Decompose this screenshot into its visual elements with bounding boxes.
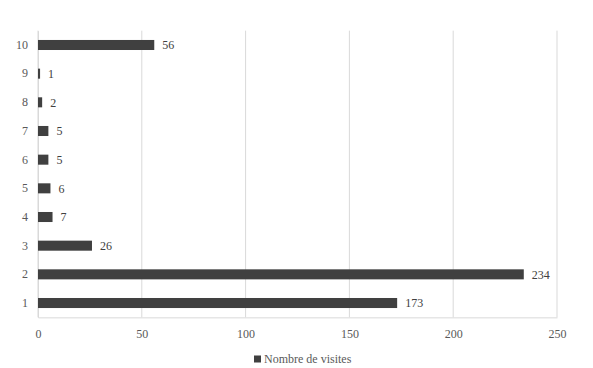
bar xyxy=(38,298,397,308)
y-tick: 10 xyxy=(16,38,38,52)
y-tick: 4 xyxy=(22,210,38,224)
x-tick: 150 xyxy=(341,317,359,341)
y-tick: 2 xyxy=(22,267,38,281)
x-tick: 50 xyxy=(136,317,148,341)
y-tick-label: 4 xyxy=(22,210,28,224)
x-tick-label: 200 xyxy=(445,327,463,341)
bar xyxy=(38,155,48,165)
x-tick: 0 xyxy=(36,317,42,341)
bar xyxy=(38,269,524,279)
y-tick-label: 5 xyxy=(22,181,28,195)
y-tick-label: 10 xyxy=(16,38,28,52)
x-tick-label: 100 xyxy=(237,327,255,341)
y-tick: 6 xyxy=(22,153,38,167)
data-label: 1 xyxy=(48,67,54,81)
bar xyxy=(38,126,48,136)
x-axis: 0 50 100 150 200 250 xyxy=(36,317,567,341)
data-label: 2 xyxy=(50,96,56,110)
x-tick-label: 250 xyxy=(549,327,567,341)
grid-line xyxy=(557,31,558,318)
bars xyxy=(38,40,524,308)
y-tick: 3 xyxy=(22,239,38,253)
y-tick: 9 xyxy=(22,66,38,80)
y-tick: 7 xyxy=(22,124,38,138)
legend-label: Nombre de visites xyxy=(264,352,352,366)
data-labels: 1732342676552156 xyxy=(48,38,550,310)
x-tick-label: 50 xyxy=(136,327,148,341)
bar xyxy=(38,69,40,79)
y-tick-label: 8 xyxy=(22,95,28,109)
x-axis-line xyxy=(39,317,558,318)
data-label: 56 xyxy=(162,38,174,52)
data-label: 5 xyxy=(56,124,62,138)
y-tick: 1 xyxy=(22,296,38,310)
x-tick: 100 xyxy=(237,317,255,341)
y-axis: 1 2 3 4 5 6 7 8 9 10 xyxy=(16,31,39,318)
data-label: 6 xyxy=(58,182,64,196)
bar xyxy=(38,40,154,50)
x-tick: 200 xyxy=(445,317,463,341)
y-tick-label: 9 xyxy=(22,66,28,80)
bar xyxy=(38,97,42,107)
y-tick-label: 2 xyxy=(22,267,28,281)
y-tick: 8 xyxy=(22,95,38,109)
x-tick: 250 xyxy=(549,317,567,341)
x-tick-label: 0 xyxy=(36,327,42,341)
y-tick-label: 6 xyxy=(22,153,28,167)
data-label: 7 xyxy=(61,210,67,224)
legend-swatch xyxy=(254,356,261,363)
background xyxy=(0,0,593,368)
data-label: 173 xyxy=(405,296,423,310)
chart: 0501001502002501234567891017323426765521… xyxy=(0,0,593,368)
y-tick-label: 7 xyxy=(22,124,28,138)
legend: Nombre de visites xyxy=(254,352,352,366)
bar xyxy=(38,212,53,222)
grid xyxy=(38,31,557,318)
y-tick: 5 xyxy=(22,181,38,195)
data-label: 5 xyxy=(56,153,62,167)
data-label: 26 xyxy=(100,239,112,253)
y-tick-label: 1 xyxy=(22,296,28,310)
x-tick-label: 150 xyxy=(341,327,359,341)
bar xyxy=(38,241,92,251)
bar xyxy=(38,183,50,193)
y-tick-label: 3 xyxy=(22,239,28,253)
data-label: 234 xyxy=(532,268,550,282)
